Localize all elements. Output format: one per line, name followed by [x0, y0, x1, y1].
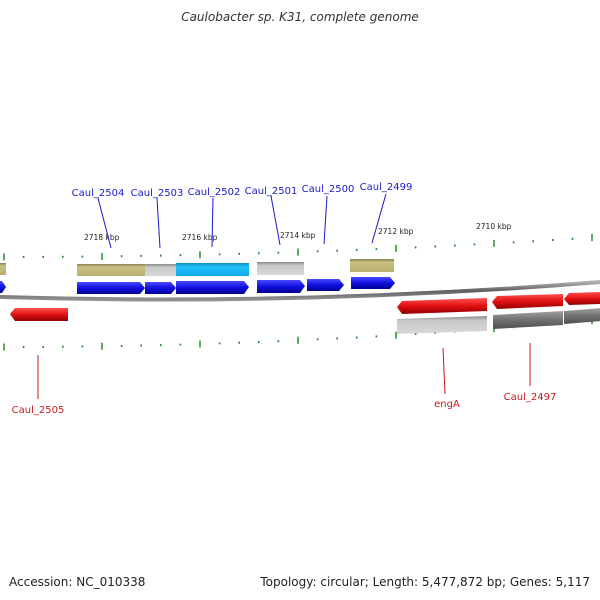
gene-arrow-forward-left[interactable]: [0, 281, 6, 293]
gene-label-caul-2500[interactable]: Caul_2500: [302, 184, 355, 195]
gene-arrow-caul-2499[interactable]: [351, 277, 395, 289]
gene-label-caul-2504[interactable]: Caul_2504: [72, 188, 125, 199]
gene-arrow-caul-2502[interactable]: [176, 281, 249, 294]
accession-text: Accession: NC_010338: [9, 575, 146, 589]
scale-label-2716: 2716 kbp: [182, 233, 218, 242]
leader-lines-bottom: [37, 343, 531, 399]
gene-label-caul-2497[interactable]: Caul_2497: [504, 392, 557, 403]
gene-arrow-caul-2504[interactable]: [77, 282, 145, 294]
feature-bar-olive: [350, 259, 394, 272]
scale-label-2714: 2714 kbp: [280, 231, 316, 240]
feature-bar-cyan: [176, 263, 249, 276]
gene-label-caul-2505[interactable]: Caul_2505: [12, 405, 65, 416]
gene-label-enga[interactable]: engA: [434, 399, 460, 410]
scale-label-2712: 2712 kbp: [378, 227, 414, 236]
feature-bar-olive-left: [0, 263, 6, 275]
gene-label-caul-2501[interactable]: Caul_2501: [245, 186, 298, 197]
gene-arrow-caul-2503[interactable]: [145, 282, 176, 294]
map-title: Caulobacter sp. K31, complete genome: [181, 10, 419, 24]
gene-label-caul-2499[interactable]: Caul_2499: [360, 182, 413, 193]
gene-arrow-enga[interactable]: [397, 298, 487, 314]
gene-label-caul-2503[interactable]: Caul_2503: [131, 188, 184, 199]
feature-bar-olive: [77, 264, 145, 276]
gene-arrow-caul-2500[interactable]: [307, 279, 344, 291]
feature-bar-grey: [257, 262, 304, 275]
feature-bar-dark-lower: [564, 308, 600, 324]
leader-lines-top: [97, 193, 387, 249]
feature-bar-grey: [145, 264, 176, 276]
gene-label-caul-2502[interactable]: Caul_2502: [188, 187, 241, 198]
feature-bar-grey-lower: [397, 316, 487, 334]
scale-label-2718: 2718 kbp: [84, 233, 120, 242]
gene-arrow-caul-2501[interactable]: [257, 280, 305, 293]
genome-backbone: [0, 280, 600, 302]
gene-arrow-caul-2497[interactable]: [492, 294, 563, 309]
topology-summary: Topology: circular; Length: 5,477,872 bp…: [260, 575, 590, 589]
gene-arrow-caul-2505[interactable]: [10, 308, 68, 321]
feature-bar-dark-lower: [493, 311, 563, 329]
scale-label-2710: 2710 kbp: [476, 222, 512, 231]
gene-arrow-reverse-right[interactable]: [564, 292, 600, 305]
